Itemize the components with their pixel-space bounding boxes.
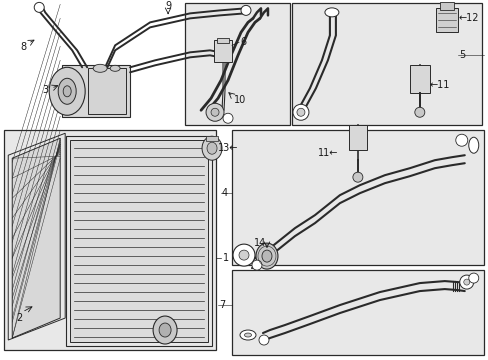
Bar	[231, 130, 483, 265]
Ellipse shape	[468, 137, 478, 153]
Ellipse shape	[202, 136, 222, 160]
Ellipse shape	[58, 78, 76, 104]
Circle shape	[459, 275, 473, 289]
Circle shape	[292, 104, 308, 120]
Text: 7: 7	[219, 300, 225, 310]
Circle shape	[468, 273, 478, 283]
Ellipse shape	[63, 86, 71, 97]
Text: 3: 3	[42, 85, 48, 95]
Bar	[217, 38, 228, 43]
Bar	[205, 136, 218, 141]
Circle shape	[455, 134, 467, 146]
Text: 4: 4	[222, 188, 228, 198]
Text: 8: 8	[20, 42, 26, 52]
Circle shape	[233, 244, 254, 266]
Polygon shape	[12, 138, 60, 338]
Text: 5: 5	[458, 50, 464, 60]
Bar	[70, 140, 207, 342]
Text: ←11: ←11	[429, 80, 449, 90]
Text: 13←: 13←	[218, 143, 238, 153]
Text: 10: 10	[234, 95, 246, 105]
Circle shape	[296, 108, 305, 116]
Ellipse shape	[93, 64, 107, 72]
Text: 9: 9	[164, 1, 171, 12]
Ellipse shape	[49, 67, 85, 115]
Ellipse shape	[110, 65, 120, 71]
Circle shape	[223, 113, 233, 123]
Bar	[435, 8, 457, 32]
Ellipse shape	[244, 333, 251, 337]
Bar	[348, 125, 366, 150]
Text: 11←: 11←	[317, 148, 337, 158]
Bar	[184, 3, 289, 125]
Ellipse shape	[153, 316, 177, 344]
Text: 14: 14	[253, 238, 265, 248]
Text: 6: 6	[240, 37, 245, 47]
Ellipse shape	[262, 250, 271, 262]
Circle shape	[251, 260, 262, 270]
Bar	[231, 270, 483, 355]
Circle shape	[414, 107, 424, 117]
Circle shape	[259, 335, 268, 345]
Text: 1: 1	[223, 253, 229, 263]
Circle shape	[463, 279, 469, 285]
Ellipse shape	[206, 142, 217, 154]
Bar	[66, 136, 212, 346]
Bar	[62, 65, 130, 117]
Ellipse shape	[255, 243, 277, 269]
Circle shape	[34, 3, 44, 12]
Ellipse shape	[324, 8, 338, 17]
Bar	[439, 3, 453, 10]
Text: ←12: ←12	[458, 13, 478, 23]
Circle shape	[352, 172, 362, 182]
Text: 2: 2	[16, 313, 22, 323]
Ellipse shape	[159, 323, 171, 337]
Bar	[4, 130, 216, 350]
Bar	[291, 3, 481, 125]
Bar	[409, 65, 429, 93]
Ellipse shape	[240, 330, 255, 340]
Circle shape	[241, 5, 250, 15]
Bar	[214, 40, 231, 62]
Circle shape	[239, 250, 248, 260]
Circle shape	[211, 108, 219, 116]
Bar	[88, 68, 126, 114]
Circle shape	[205, 103, 224, 121]
